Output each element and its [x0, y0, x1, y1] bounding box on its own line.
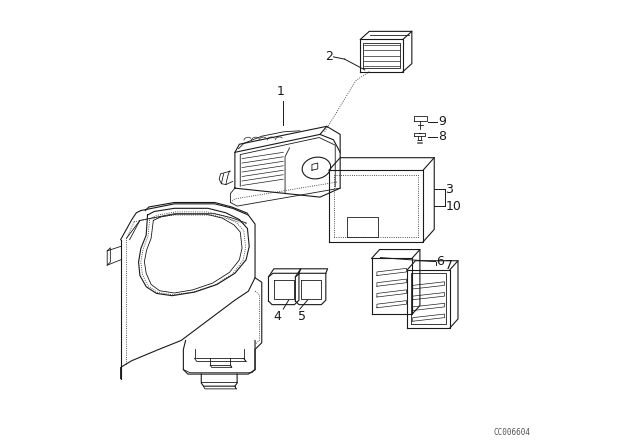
- Text: 4: 4: [273, 310, 281, 323]
- Text: 10: 10: [445, 199, 461, 213]
- Text: 5: 5: [298, 310, 306, 323]
- Text: 8: 8: [438, 130, 446, 143]
- Text: 2: 2: [326, 50, 333, 64]
- Text: 6: 6: [436, 255, 444, 268]
- Text: 9: 9: [438, 115, 446, 129]
- Text: CC006604: CC006604: [493, 428, 531, 437]
- Text: 1: 1: [276, 85, 285, 98]
- Text: 3: 3: [445, 182, 453, 196]
- Text: 7: 7: [445, 258, 453, 272]
